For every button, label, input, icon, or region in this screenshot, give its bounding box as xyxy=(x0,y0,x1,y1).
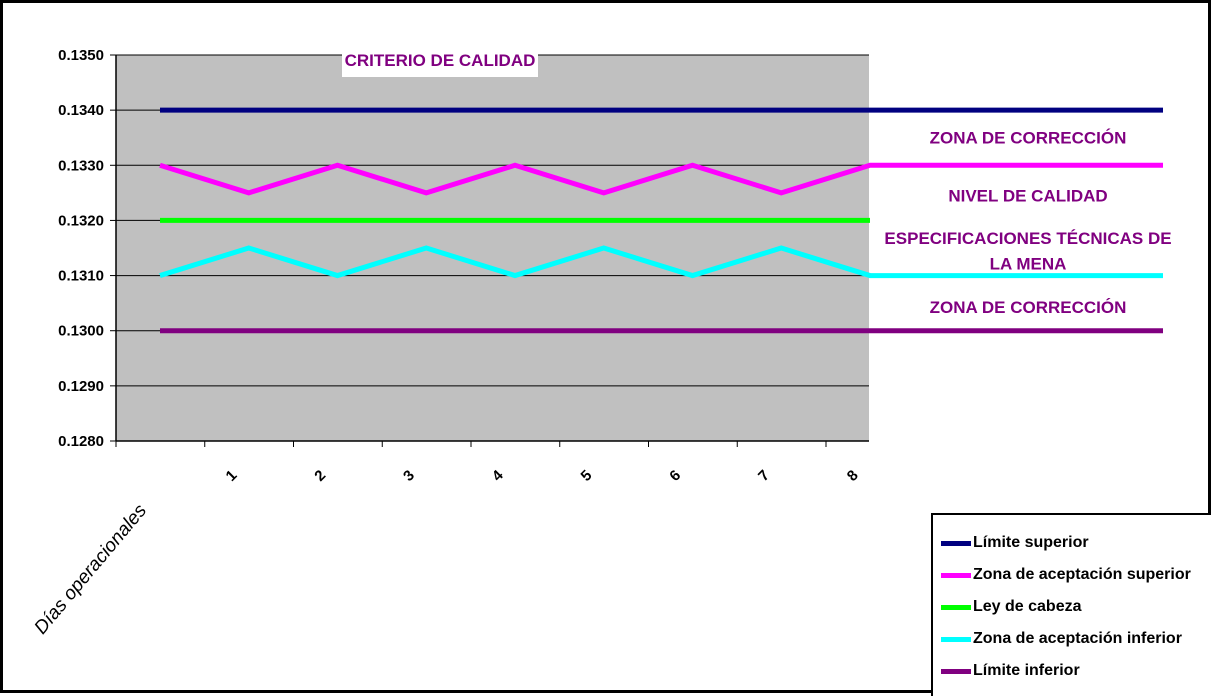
legend-label: Ley de cabeza xyxy=(973,598,1082,615)
legend-swatch xyxy=(941,668,971,674)
legend-item: Ley de cabeza xyxy=(941,591,1211,623)
y-tick-label: 0.1290 xyxy=(58,378,104,395)
legend-item: Límite superior xyxy=(941,527,1211,559)
x-tick-label: 5 xyxy=(578,467,596,485)
series-line xyxy=(159,245,1163,279)
y-tick-label: 0.1340 xyxy=(58,102,104,119)
title-box xyxy=(342,45,538,77)
x-tick-label: 7 xyxy=(755,467,773,485)
plot-area xyxy=(116,55,869,441)
zone-annotation: ZONA DE CORRECCIÓN xyxy=(930,298,1127,317)
x-tick-label: 3 xyxy=(400,467,418,485)
x-tick-label: 4 xyxy=(489,466,507,484)
legend-swatch xyxy=(941,636,971,642)
legend-swatch xyxy=(941,604,971,610)
y-tick-label: 0.1330 xyxy=(58,157,104,174)
zone-annotation: ESPECIFICACIONES TÉCNICAS DE xyxy=(884,229,1171,248)
zone-annotation: ZONA DE CORRECCIÓN xyxy=(930,129,1127,148)
legend-swatch xyxy=(941,540,971,546)
legend-label: Límite inferior xyxy=(973,662,1080,679)
y-tick-label: 0.1280 xyxy=(58,433,104,450)
y-tick-label: 0.1300 xyxy=(58,323,104,340)
x-tick-label: 6 xyxy=(666,467,684,485)
chart-svg: 0.1280 0.1290 0.1300 0.1310 0.1320 0.1330 0.13… xyxy=(30,45,1172,639)
legend-label: Zona de aceptación inferior xyxy=(973,630,1182,647)
zone-annotation: NIVEL DE CALIDAD xyxy=(948,187,1107,206)
y-tick-label: 0.1310 xyxy=(58,268,104,285)
zone-annotation: LA MENA xyxy=(990,254,1067,273)
x-axis-label: Días operacionales xyxy=(30,500,151,638)
legend-label: Límite superior xyxy=(973,534,1089,551)
y-tick-label: 0.1320 xyxy=(58,212,104,229)
legend-label: Zona de aceptación superior xyxy=(973,566,1191,583)
legend-item: Zona de aceptación inferior xyxy=(941,623,1211,655)
series-line xyxy=(159,162,1163,196)
chart-title: CRITERIO DE CALIDAD xyxy=(345,51,536,70)
x-tick-label: 2 xyxy=(311,467,329,485)
legend: Límite superior Zona de aceptación superi… xyxy=(931,513,1211,696)
legend-swatch xyxy=(941,572,971,578)
y-tick-label: 0.1350 xyxy=(58,47,104,64)
legend-item: Zona de aceptación superior xyxy=(941,559,1211,591)
legend-item: Límite inferior xyxy=(941,655,1211,687)
x-tick-label: 8 xyxy=(844,467,862,485)
x-tick-label: 1 xyxy=(223,467,241,485)
